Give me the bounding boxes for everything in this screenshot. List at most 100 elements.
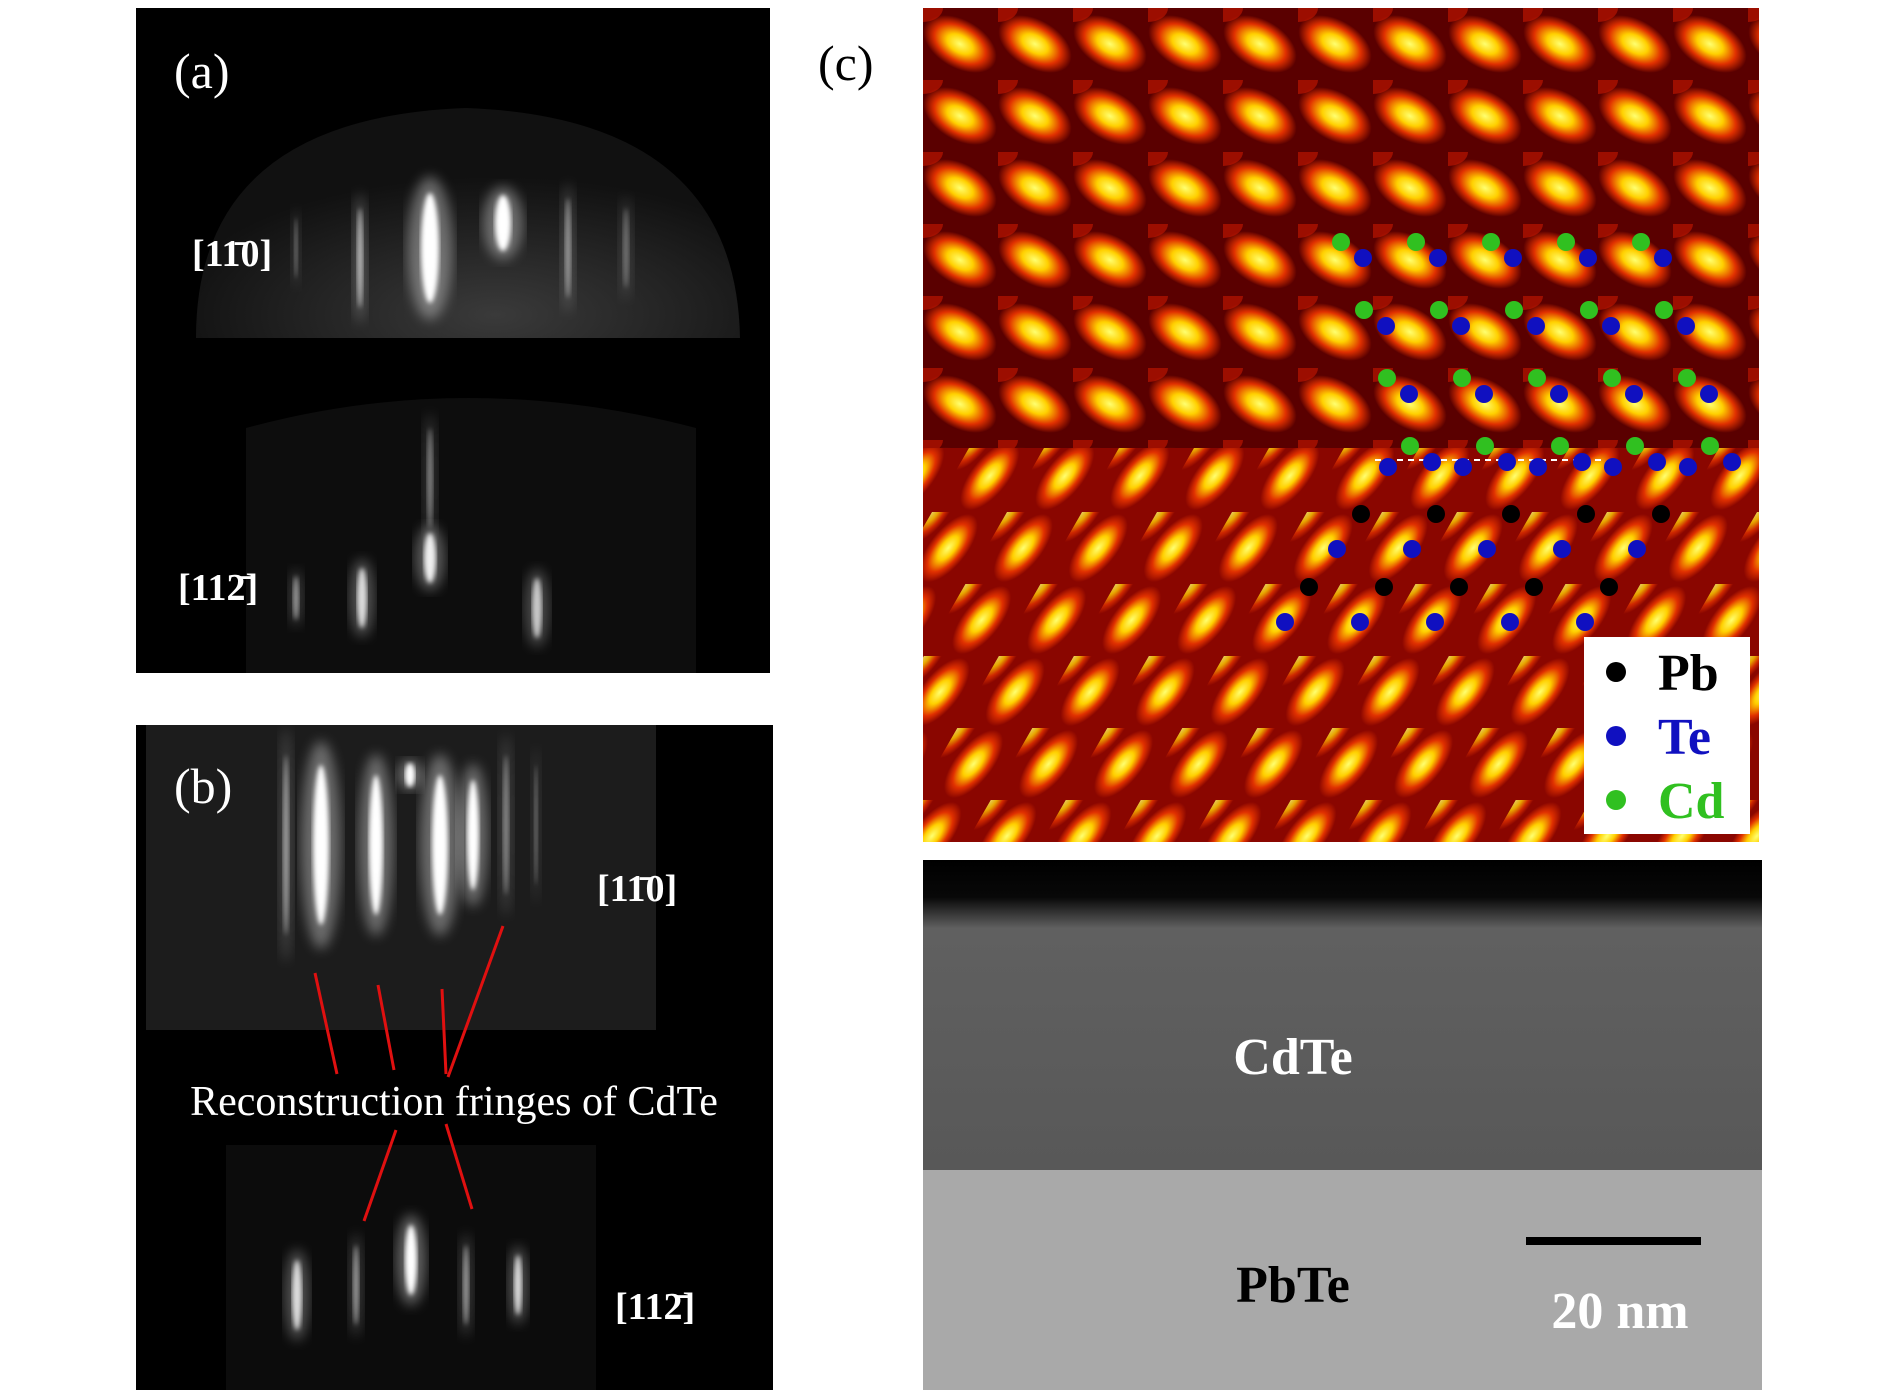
streak xyxy=(534,765,538,885)
atom xyxy=(1573,453,1591,471)
lattice-image: Pb Te Cd xyxy=(923,8,1759,842)
atom xyxy=(1478,540,1496,558)
atom xyxy=(1450,578,1468,596)
glow xyxy=(196,108,740,338)
atom xyxy=(1700,385,1718,403)
legend-dot xyxy=(1606,662,1626,682)
atom xyxy=(1632,233,1650,251)
atom xyxy=(1377,317,1395,335)
atom xyxy=(1501,613,1519,631)
streak xyxy=(369,775,383,915)
streak xyxy=(427,428,433,528)
atom xyxy=(1378,369,1396,387)
atom xyxy=(1603,369,1621,387)
streak xyxy=(532,578,542,638)
atom xyxy=(1300,578,1318,596)
streak xyxy=(623,208,629,288)
scale-bar-label: 20 nm xyxy=(1551,1283,1688,1340)
streak xyxy=(405,1225,417,1295)
atom xyxy=(1655,301,1673,319)
streak xyxy=(292,1260,302,1330)
atom xyxy=(1652,505,1670,523)
streak xyxy=(294,218,298,278)
atom xyxy=(1401,437,1419,455)
atom xyxy=(1354,249,1372,267)
panel-c-stem: CdTe PbTe 20 nm xyxy=(923,860,1762,1390)
layer-label: PbTe xyxy=(1236,1257,1350,1314)
streak xyxy=(357,568,367,628)
layer-label: CdTe xyxy=(1233,1029,1352,1086)
streak xyxy=(353,1245,359,1325)
atom xyxy=(1626,437,1644,455)
panel-label: (a) xyxy=(174,43,230,99)
atom xyxy=(1580,301,1598,319)
streak xyxy=(313,765,329,925)
atom xyxy=(1678,369,1696,387)
legend-label: Cd xyxy=(1658,773,1725,830)
atom xyxy=(1454,458,1472,476)
atom xyxy=(1600,578,1618,596)
streak xyxy=(432,775,448,915)
streak xyxy=(283,755,289,935)
atom xyxy=(1352,505,1370,523)
stem-image: CdTe PbTe 20 nm xyxy=(923,860,1762,1340)
atom xyxy=(1648,453,1666,471)
panel-b: (b) [11̄0] [112̄] Reconstruction fringes… xyxy=(136,725,773,1390)
streak xyxy=(463,1245,469,1325)
fringe-lines xyxy=(313,925,505,1222)
atom xyxy=(1476,437,1494,455)
atom xyxy=(1452,317,1470,335)
streak xyxy=(503,755,509,895)
direction-label: [112̄] xyxy=(178,567,258,609)
atom xyxy=(1453,369,1471,387)
atom xyxy=(1505,301,1523,319)
atom xyxy=(1379,458,1397,476)
atom xyxy=(1403,540,1421,558)
atom xyxy=(1551,437,1569,455)
atom xyxy=(1355,301,1373,319)
atom xyxy=(1625,385,1643,403)
streak xyxy=(405,763,415,787)
atom xyxy=(1276,613,1294,631)
streak xyxy=(421,193,439,303)
direction-label: [11̄0] xyxy=(597,868,677,910)
atom xyxy=(1579,249,1597,267)
rheed-b: (b) [11̄0] [112̄] Reconstruction fringes… xyxy=(146,725,718,1390)
atom xyxy=(1577,505,1595,523)
legend-label: Te xyxy=(1658,709,1711,766)
atom xyxy=(1328,540,1346,558)
atom xyxy=(1654,249,1672,267)
streak xyxy=(424,533,436,583)
atom xyxy=(1429,249,1447,267)
atom xyxy=(1553,540,1571,558)
atom xyxy=(1375,578,1393,596)
atom xyxy=(1557,233,1575,251)
panel-label: (b) xyxy=(174,758,232,814)
panel-c-hrtem: Pb Te Cd xyxy=(923,8,1759,842)
atom xyxy=(1407,233,1425,251)
atom xyxy=(1679,458,1697,476)
atom xyxy=(1502,505,1520,523)
atom xyxy=(1504,249,1522,267)
atom xyxy=(1426,613,1444,631)
streak xyxy=(467,780,479,890)
atom xyxy=(1550,385,1568,403)
atom xyxy=(1602,317,1620,335)
atom xyxy=(1677,317,1695,335)
legend-label: Pb xyxy=(1658,645,1719,702)
atom xyxy=(1723,453,1741,471)
atom xyxy=(1498,453,1516,471)
legend-dot xyxy=(1606,790,1626,810)
atom xyxy=(1482,233,1500,251)
atom xyxy=(1529,458,1547,476)
atom xyxy=(1430,301,1448,319)
atom xyxy=(1423,453,1441,471)
glow xyxy=(246,398,696,673)
streak xyxy=(495,195,511,251)
streak xyxy=(293,576,299,620)
atom xyxy=(1400,385,1418,403)
cdte-layer xyxy=(923,860,1762,1170)
atom xyxy=(1604,458,1622,476)
atom xyxy=(1427,505,1445,523)
